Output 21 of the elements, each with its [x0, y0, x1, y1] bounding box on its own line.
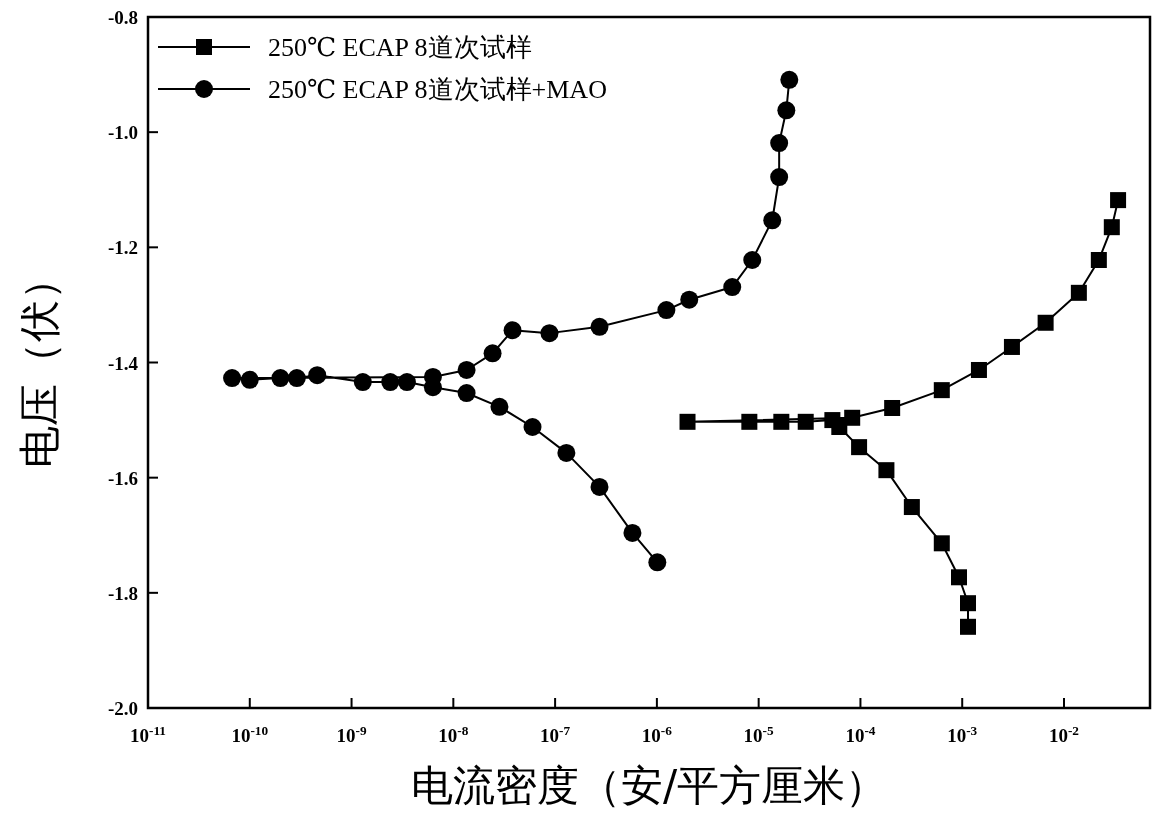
- y-tick-label: -1.6: [107, 467, 138, 489]
- x-tick-label: 10$^{-4}$: [845, 722, 876, 746]
- x-tick-label: 10$^{-8}$: [438, 722, 469, 746]
- x-tick-label: 10$^{-9}$: [336, 722, 367, 746]
- x-tick-label: 10$^{-7}$: [540, 722, 571, 746]
- x-tick-label: 10$^{-2}$: [1048, 722, 1080, 746]
- y-tick-label: -1.2: [107, 237, 138, 259]
- legend-label: 250℃ ECAP 8道次试样: [268, 33, 532, 62]
- y-tick-label: -2.0: [107, 698, 138, 719]
- x-tick-label: 10$^{-3}$: [947, 722, 978, 746]
- y-tick-label: -0.8: [107, 7, 138, 28]
- x-tick-label: 10$^{-5}$: [743, 722, 775, 746]
- x-axis-title: 电流密度（安/平方厘米）: [410, 761, 888, 810]
- x-tick-label: 10$^{-10}$: [231, 722, 269, 746]
- legend-label: 250℃ ECAP 8道次试样+MAO: [268, 75, 607, 104]
- x-tick-label: 10$^{-11}$: [130, 722, 166, 746]
- x-tick-label: 10$^{-6}$: [641, 722, 673, 746]
- y-tick-label: -1.4: [107, 352, 139, 374]
- y-tick-label: -1.0: [107, 122, 138, 144]
- y-tick-label: -1.8: [107, 582, 138, 604]
- y-axis-title: 电压（伏）: [15, 257, 64, 468]
